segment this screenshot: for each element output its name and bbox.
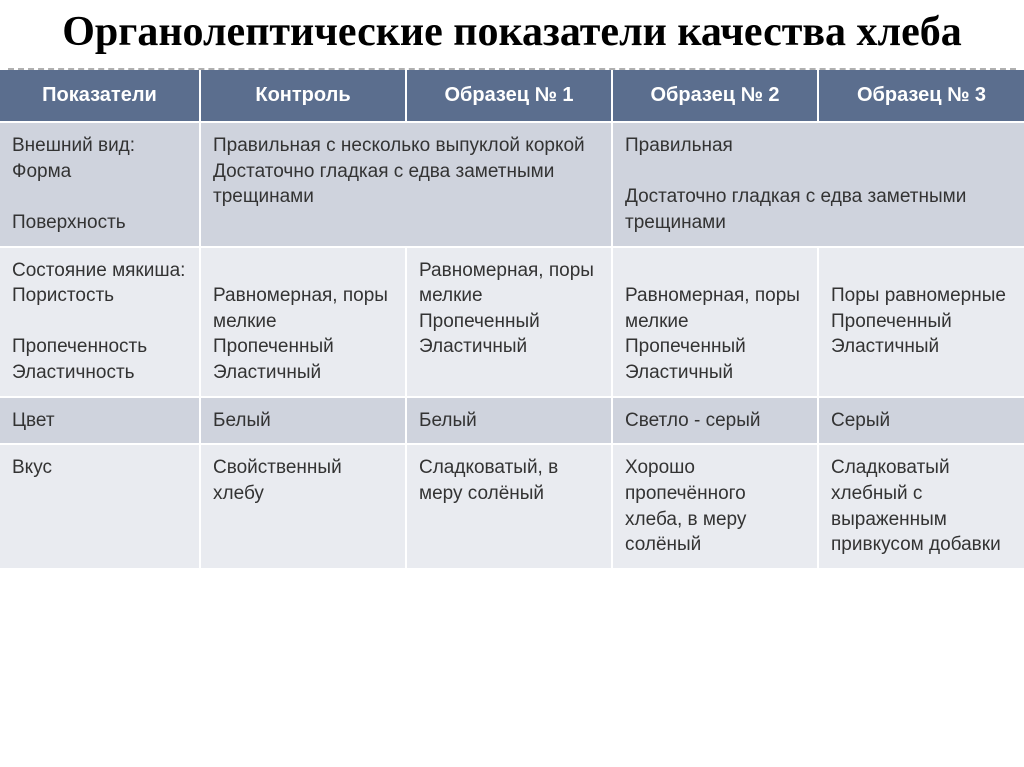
cell-control: Равномерная, поры мелкиеПропеченныйЭласт… xyxy=(200,247,406,397)
cell-indicator: Внешний вид:Форма Поверхность xyxy=(0,122,200,247)
cell-sample2: Равномерная, поры мелкиеПропеченныйЭласт… xyxy=(612,247,818,397)
cell-sample2: Светло - серый xyxy=(612,397,818,445)
cell-indicator: Состояние мякиша:Пористость Пропеченност… xyxy=(0,247,200,397)
cell-sample1: Равномерная, поры мелкиеПропеченныйЭласт… xyxy=(406,247,612,397)
cell-indicator: Вкус xyxy=(0,444,200,569)
cell-merged-b: Правильная Достаточно гладкая с едва зам… xyxy=(612,122,1024,247)
cell-sample1: Сладковатый, в меру солёный xyxy=(406,444,612,569)
cell-sample3: Серый xyxy=(818,397,1024,445)
cell-sample1: Белый xyxy=(406,397,612,445)
col-header-indicator: Показатели xyxy=(0,70,200,122)
quality-table: Показатели Контроль Образец № 1 Образец … xyxy=(0,70,1024,570)
col-header-sample1: Образец № 1 xyxy=(406,70,612,122)
col-header-sample3: Образец № 3 xyxy=(818,70,1024,122)
col-header-sample2: Образец № 2 xyxy=(612,70,818,122)
cell-merged-a: Правильная с несколько выпуклой коркойДо… xyxy=(200,122,612,247)
cell-sample3: Поры равномерныеПропеченныйЭластичный xyxy=(818,247,1024,397)
col-header-control: Контроль xyxy=(200,70,406,122)
table-row: Состояние мякиша:Пористость Пропеченност… xyxy=(0,247,1024,397)
cell-control: Свойственный хлебу xyxy=(200,444,406,569)
page-title: Органолептические показатели качества хл… xyxy=(8,0,1016,70)
cell-indicator: Цвет xyxy=(0,397,200,445)
table-container: Показатели Контроль Образец № 1 Образец … xyxy=(0,70,1024,570)
table-row: Вкус Свойственный хлебу Сладковатый, в м… xyxy=(0,444,1024,569)
cell-control: Белый xyxy=(200,397,406,445)
table-row: Цвет Белый Белый Светло - серый Серый xyxy=(0,397,1024,445)
cell-sample3: Сладковатый хлебный с выраженным привкус… xyxy=(818,444,1024,569)
table-row: Внешний вид:Форма Поверхность Правильная… xyxy=(0,122,1024,247)
cell-sample2: Хорошо пропечённого хлеба, в меру солёны… xyxy=(612,444,818,569)
table-header-row: Показатели Контроль Образец № 1 Образец … xyxy=(0,70,1024,122)
